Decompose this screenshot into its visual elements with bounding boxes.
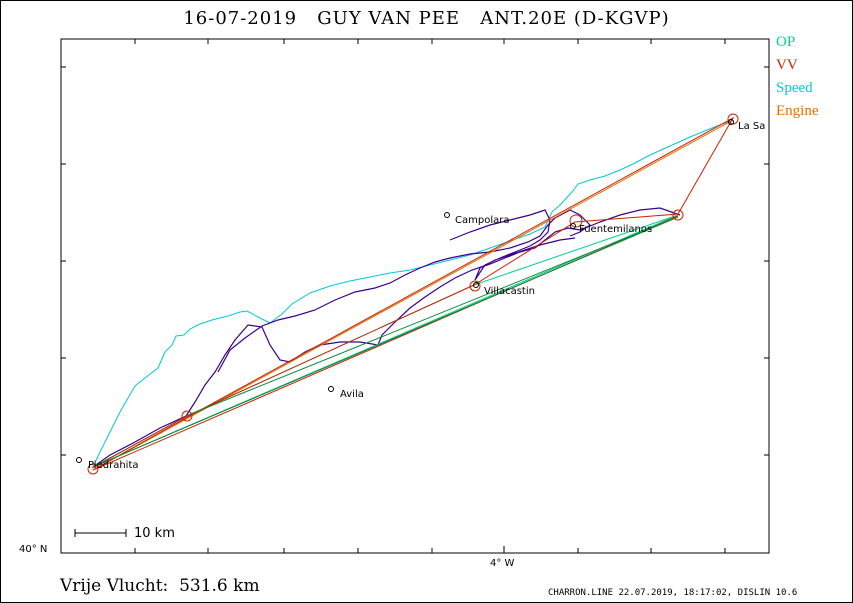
legend-speed: Speed xyxy=(776,80,813,96)
scale-bar xyxy=(74,529,127,537)
place-markers xyxy=(76,119,734,463)
leg-green-2 xyxy=(94,216,679,467)
turnpoint-west xyxy=(181,410,193,422)
legend-engine: Engine xyxy=(776,103,819,119)
place-label-avila: Avila xyxy=(340,389,364,400)
place-label-la-sa: La Sa xyxy=(738,121,765,132)
place-marker-campolara xyxy=(444,212,450,218)
place-label-piedrahita: Piedrahita xyxy=(88,460,139,471)
place-label-villacastin: Villacastin xyxy=(484,286,535,297)
top-ticks xyxy=(134,39,726,44)
software-credit: CHARRON.LINE 22.07.2019, 18:17:02, DISLI… xyxy=(548,588,798,598)
legend-vv: VV xyxy=(776,57,798,73)
climb-track-3 xyxy=(449,209,576,281)
scale-label: 10 km xyxy=(134,526,175,541)
place-marker-avila xyxy=(328,386,334,392)
place-marker-villacastin xyxy=(473,282,479,288)
turnpoint-villacastin xyxy=(469,280,481,292)
turnpoint-east xyxy=(672,209,684,221)
place-marker-fuentemilanos xyxy=(570,223,576,229)
legend-op: OP xyxy=(776,34,796,50)
place-marker-la-sa xyxy=(728,119,734,125)
leg-engine xyxy=(92,119,734,471)
place-marker-piedrahita xyxy=(76,457,82,463)
distance-summary: Vrije Vlucht: 531.6 km xyxy=(60,576,260,596)
climb-track xyxy=(92,207,681,468)
turnpoint-piedrahita xyxy=(87,463,99,475)
turnpoint-fuentemilanos xyxy=(569,214,583,228)
bottom-ticks xyxy=(134,546,726,553)
place-label-campolara: Campolara xyxy=(455,215,509,226)
right-ticks xyxy=(764,66,769,456)
left-ticks xyxy=(61,66,66,456)
place-label-fuentemilanos: Fuentemilanos xyxy=(579,224,652,235)
flight-title: 16-07-2019 GUY VAN PEE ANT.20E (D-KGVP) xyxy=(183,8,670,29)
speed-trace xyxy=(92,119,734,468)
leg-vv xyxy=(91,116,735,471)
lon-axis-label: 4° W xyxy=(490,558,515,569)
map-frame xyxy=(60,38,770,554)
climb-track-2 xyxy=(217,209,591,373)
lat-axis-label: 40° N xyxy=(19,544,48,555)
